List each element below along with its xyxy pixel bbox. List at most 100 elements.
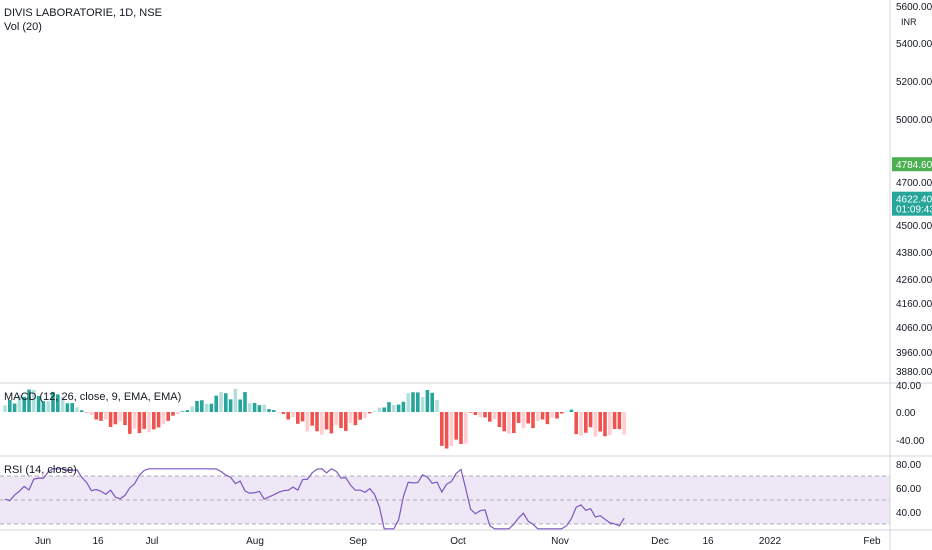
volume-indicator-label: Vol (20) (4, 21, 42, 33)
macd-histogram-bar (512, 412, 516, 434)
macd-histogram-bar (593, 412, 598, 437)
macd-histogram-bar (324, 412, 329, 430)
macd-histogram-bar (310, 412, 314, 426)
macd-histogram-bar (156, 412, 161, 428)
macd-histogram-bar (344, 412, 348, 431)
macd-histogram-bar (416, 392, 420, 412)
macd-histogram-bar (622, 412, 626, 435)
macd-pane (3, 388, 626, 449)
macd-histogram-bar (27, 389, 31, 412)
macd-indicator-label: MACD (12, 26, close, 9, EMA, EMA) (4, 391, 182, 403)
macd-histogram-bar (22, 396, 26, 412)
macd-histogram-bar (569, 409, 574, 412)
macd-histogram-bar (233, 388, 238, 412)
x-tick-label: Oct (450, 536, 466, 547)
macd-histogram-bar (80, 410, 84, 412)
macd-histogram-bar (555, 412, 559, 419)
macd-histogram-bar (41, 401, 46, 412)
macd-histogram-bar (483, 412, 487, 418)
macd-histogram-bar (272, 410, 276, 412)
macd-histogram-bar (368, 412, 372, 414)
macd-histogram-bar (617, 412, 622, 430)
macd-histogram-bar (464, 412, 468, 444)
macd-histogram-bar (104, 412, 108, 420)
macd-histogram-bar (363, 412, 367, 419)
macd-histogram-bar (516, 412, 521, 423)
macd-histogram-bar (65, 403, 70, 412)
macd-histogram-bar (454, 412, 458, 440)
macd-histogram-bar (32, 389, 36, 412)
macd-histogram-bar (161, 412, 166, 425)
macd-histogram-bar (185, 410, 190, 412)
macd-histogram-bar (353, 412, 358, 426)
macd-tick-label: -40.00 (896, 436, 925, 447)
macd-histogram-bar (406, 393, 410, 412)
macd-histogram-bar (560, 412, 564, 414)
price-tick-label: 5400.00 (896, 39, 932, 50)
macd-histogram-bar (17, 395, 22, 412)
price-tick-label: 4500.00 (896, 221, 932, 232)
price-tick-label: 5200.00 (896, 77, 932, 88)
price-tick-label: 4060.00 (896, 323, 932, 334)
macd-histogram-bar (36, 395, 41, 412)
macd-histogram-bar (89, 412, 94, 415)
macd-histogram-bar (137, 412, 142, 434)
macd-histogram-bar (56, 394, 60, 412)
countdown-label: 01:09:43 (896, 205, 932, 216)
macd-histogram-bar (608, 412, 612, 436)
macd-histogram-bar (51, 391, 55, 412)
macd-histogram-bar (142, 412, 146, 429)
macd-histogram-bar (449, 412, 454, 446)
macd-histogram-bar (396, 404, 401, 412)
rsi-tick-label: 60.00 (896, 484, 921, 495)
x-tick-label: Aug (246, 536, 264, 547)
macd-histogram-bar (8, 399, 12, 412)
macd-histogram-bar (200, 400, 204, 412)
price-tick-label: 4380.00 (896, 248, 932, 259)
macd-histogram-bar (252, 403, 257, 412)
macd-histogram-bar (531, 412, 535, 429)
macd-histogram-bar (334, 412, 338, 425)
macd-histogram-bar (152, 412, 156, 430)
x-tick-label: 2022 (759, 536, 782, 547)
macd-histogram-bar (468, 412, 473, 413)
macd-histogram-bar (147, 412, 151, 433)
rsi-indicator-label: RSI (14, close) (4, 464, 77, 476)
price-tick-label: 3960.00 (896, 348, 932, 359)
macd-histogram-bar (401, 401, 406, 412)
macd-histogram-bar (579, 412, 583, 436)
macd-histogram-bar (502, 412, 506, 432)
macd-histogram-bar (176, 412, 180, 415)
macd-histogram-bar (276, 412, 281, 413)
rsi-pane (0, 468, 890, 530)
macd-histogram-bar (545, 412, 550, 425)
macd-histogram-bar (75, 407, 79, 412)
last-price-label: 4622.40 (896, 195, 932, 206)
macd-histogram-bar (329, 412, 334, 434)
x-tick-label: Nov (551, 536, 569, 547)
rsi-tick-label: 80.00 (896, 460, 921, 471)
macd-histogram-bar (459, 412, 463, 444)
currency-label: INR (901, 17, 917, 27)
x-tick-label: 16 (702, 536, 714, 547)
macd-histogram-bar (195, 400, 199, 412)
price-tick-label: 4700.00 (896, 178, 932, 189)
macd-histogram-bar (598, 412, 602, 432)
resistance-price-tag (892, 157, 932, 172)
macd-histogram-bar (392, 404, 396, 412)
macd-histogram-bar (171, 412, 175, 416)
macd-histogram-bar (382, 407, 386, 412)
macd-histogram-bar (166, 412, 170, 421)
macd-histogram-bar (248, 403, 252, 412)
macd-histogram-bar (3, 405, 7, 412)
macd-tick-label: 0.00 (896, 408, 916, 419)
macd-histogram-bar (108, 412, 113, 427)
price-tick-label: 5000.00 (896, 115, 932, 126)
macd-histogram-bar (132, 412, 137, 429)
macd-histogram-bar (435, 400, 439, 412)
macd-histogram-bar (300, 412, 305, 422)
macd-histogram-bar (281, 412, 286, 414)
macd-histogram-bar (444, 412, 449, 449)
macd-histogram-bar (190, 406, 194, 412)
